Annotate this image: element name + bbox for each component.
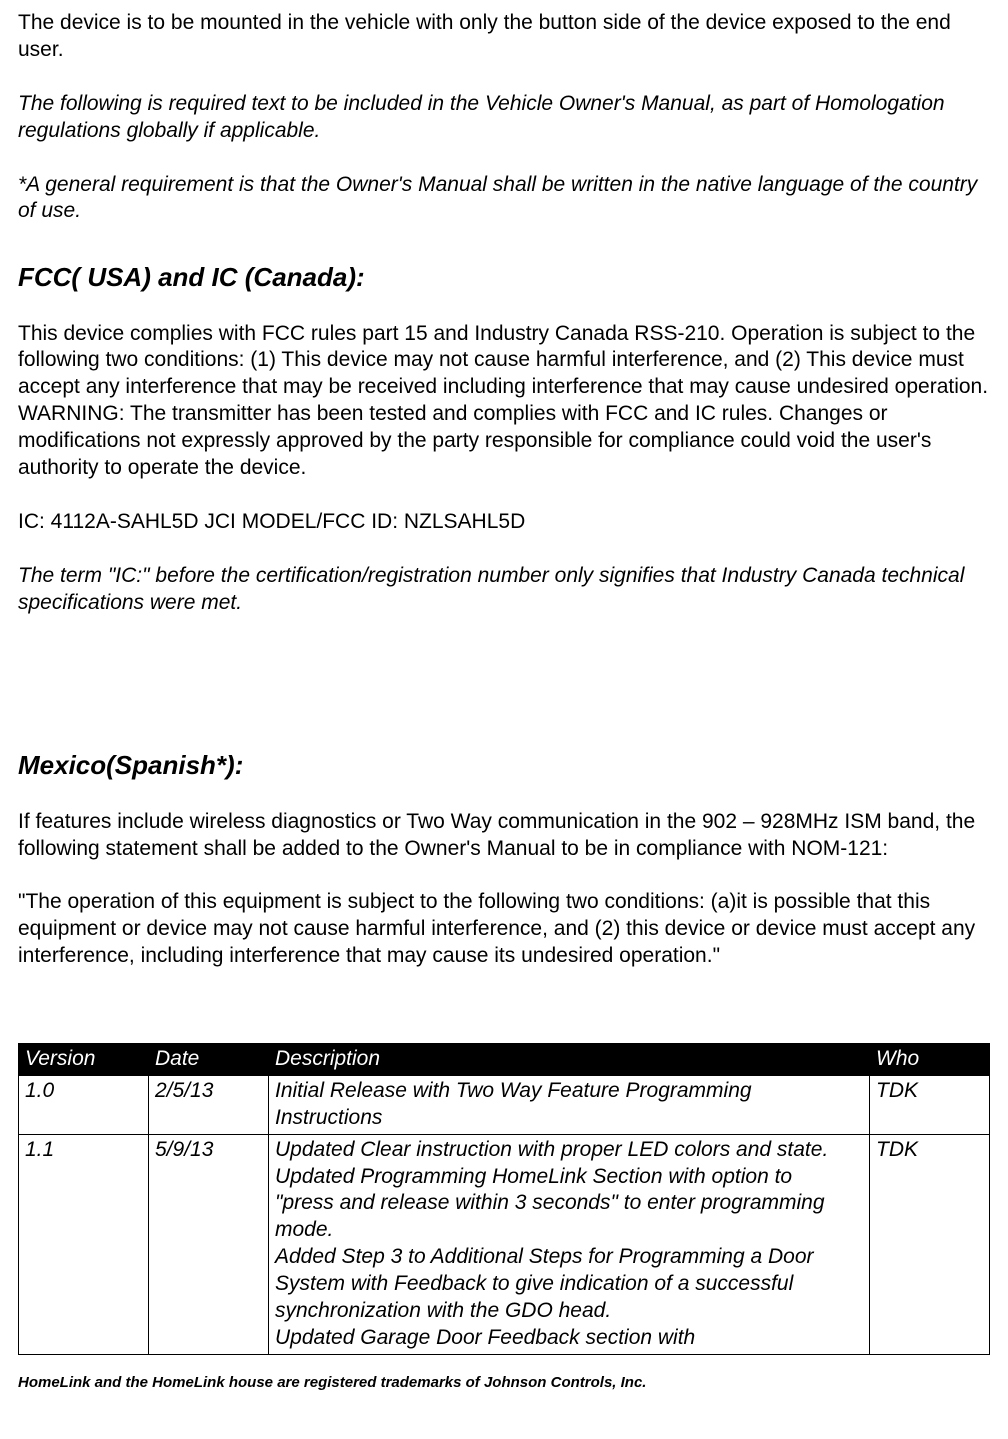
table-header-row: Version Date Description Who: [19, 1044, 990, 1076]
desc-line: "press and release within 3 seconds" to …: [275, 1190, 863, 1217]
fcc-heading: FCC( USA) and IC (Canada):: [18, 261, 990, 294]
cell-description: Initial Release with Two Way Feature Pro…: [269, 1075, 870, 1134]
col-header-who: Who: [870, 1044, 990, 1076]
intro-paragraph-1: The device is to be mounted in the vehic…: [18, 10, 990, 64]
cell-date: 5/9/13: [149, 1134, 269, 1354]
cell-description: Updated Clear instruction with proper LE…: [269, 1134, 870, 1354]
desc-line: mode.: [275, 1217, 863, 1244]
fcc-body: This device complies with FCC rules part…: [18, 321, 990, 482]
table-row: 1.0 2/5/13 Initial Release with Two Way …: [19, 1075, 990, 1134]
mexico-heading: Mexico(Spanish*):: [18, 749, 990, 782]
intro-paragraph-2: The following is required text to be inc…: [18, 91, 990, 145]
col-header-description: Description: [269, 1044, 870, 1076]
desc-line: Initial Release with Two Way Feature Pro…: [275, 1078, 863, 1132]
desc-line: Added Step 3 to Additional Steps for Pro…: [275, 1244, 863, 1325]
cell-version: 1.0: [19, 1075, 149, 1134]
mexico-paragraph-1: If features include wireless diagnostics…: [18, 809, 990, 863]
spacer: [18, 643, 990, 713]
revision-table: Version Date Description Who 1.0 2/5/13 …: [18, 1043, 990, 1355]
col-header-version: Version: [19, 1044, 149, 1076]
table-row: 1.1 5/9/13 Updated Clear instruction wit…: [19, 1134, 990, 1354]
footer-trademark: HomeLink and the HomeLink house are regi…: [18, 1373, 990, 1392]
fcc-note: The term "IC:" before the certification/…: [18, 563, 990, 617]
spacer: [18, 997, 990, 1043]
cell-version: 1.1: [19, 1134, 149, 1354]
desc-line: Updated Garage Door Feedback section wit…: [275, 1325, 863, 1352]
cell-date: 2/5/13: [149, 1075, 269, 1134]
intro-paragraph-3: *A general requirement is that the Owner…: [18, 172, 990, 226]
mexico-paragraph-2: "The operation of this equipment is subj…: [18, 889, 990, 970]
cell-who: TDK: [870, 1134, 990, 1354]
col-header-date: Date: [149, 1044, 269, 1076]
desc-line: Updated Clear instruction with proper LE…: [275, 1137, 863, 1164]
cell-who: TDK: [870, 1075, 990, 1134]
fcc-ids: IC: 4112A-SAHL5D JCI MODEL/FCC ID: NZLSA…: [18, 509, 990, 536]
desc-line: Updated Programming HomeLink Section wit…: [275, 1164, 863, 1191]
